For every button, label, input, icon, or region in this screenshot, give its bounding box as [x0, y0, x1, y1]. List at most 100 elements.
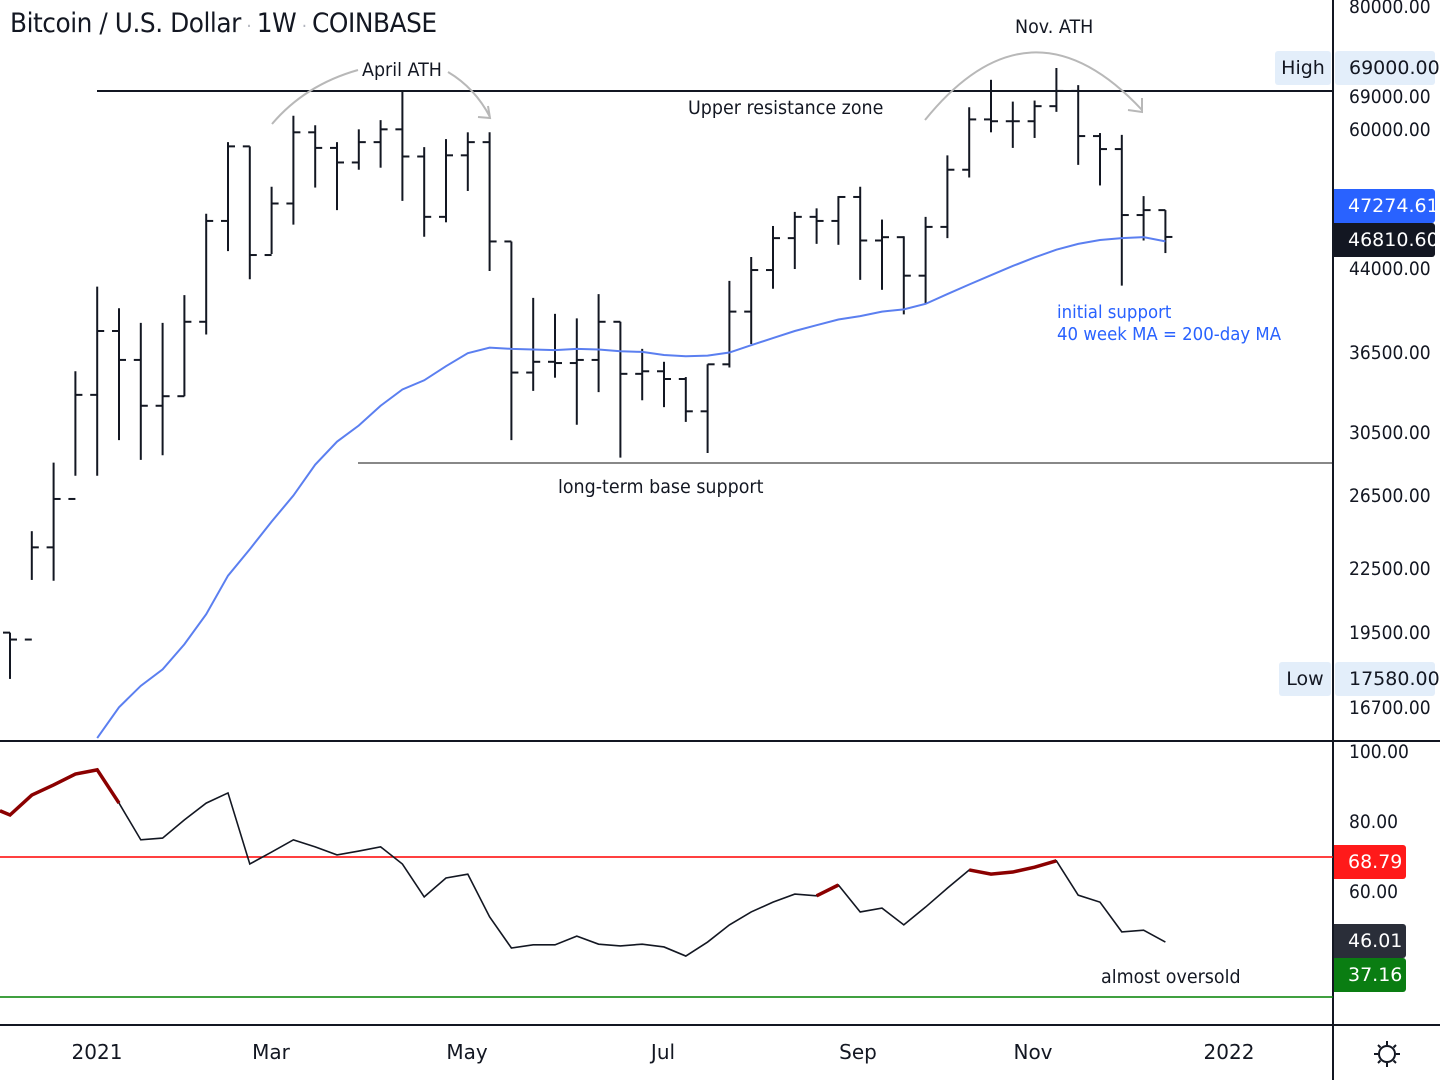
ohlc-bar	[155, 322, 170, 456]
rsi-line	[0, 768, 1166, 957]
ohlc-bar	[896, 236, 911, 315]
rsi-tick: 60.00	[1349, 881, 1398, 903]
high-badge: High	[1275, 51, 1331, 85]
ohlc-bar	[177, 295, 192, 398]
ohlc-bar	[635, 348, 650, 401]
rsi-tick: 80.00	[1349, 811, 1398, 833]
last-price-tag: 47274.61	[1334, 189, 1439, 223]
ohlc-bar	[569, 318, 584, 425]
ohlc-bar	[613, 320, 628, 458]
interval[interactable]: 1W	[256, 8, 297, 39]
ohlc-bar	[1049, 68, 1064, 112]
ohlc-bar	[286, 115, 301, 225]
ohlc-bar	[1005, 101, 1020, 148]
ohlc-bar	[112, 308, 126, 441]
time-label: Mar	[252, 1040, 290, 1064]
nov-ath-label: Nov. ATH	[1015, 16, 1094, 38]
high-value-badge: 69000.00	[1335, 51, 1440, 85]
ohlc-bar	[1093, 133, 1107, 186]
ohlc-bar	[940, 155, 955, 239]
ohlc-bar	[1027, 100, 1042, 138]
ohlc-bar	[417, 147, 432, 237]
ohlc-bar	[330, 142, 344, 211]
ohlc-bar	[766, 225, 780, 289]
rsi-overbought-highlight	[968, 859, 1057, 876]
ohlc-bar	[504, 240, 519, 441]
ma40-line	[96, 236, 1166, 739]
ohlc-bar	[591, 294, 606, 393]
ohlc-bar	[3, 631, 17, 679]
ohlc-bar	[853, 186, 868, 280]
almost-oversold-label: almost oversold	[1101, 966, 1241, 988]
ohlc-bar	[1136, 196, 1151, 241]
ohlc-bar	[46, 462, 61, 581]
ohlc-bar	[24, 531, 39, 641]
price-bars	[3, 68, 1173, 679]
ohlc-bar	[831, 195, 846, 245]
ohlc-bar	[744, 257, 759, 345]
ohlc-bar	[482, 132, 497, 272]
price-tick: 80000.00	[1349, 0, 1431, 18]
symbol-name: Bitcoin / U.S. Dollar	[10, 8, 241, 39]
time-label: 2021	[71, 1040, 123, 1064]
april-ath-arc-left	[271, 69, 359, 125]
price-tick: 44000.00	[1349, 258, 1431, 281]
ohlc-bar	[918, 216, 933, 304]
ohlc-bar	[984, 79, 998, 133]
rsi-tick: 100.00	[1349, 741, 1409, 763]
ohlc-bar	[548, 313, 562, 378]
ohlc-bar	[68, 371, 83, 500]
nov-ath-arc	[924, 51, 1143, 121]
exchange: COINBASE	[312, 8, 437, 39]
rsi-overbought-highlight	[815, 883, 840, 898]
ohlc-bar	[875, 219, 889, 290]
price-tick: 22500.00	[1349, 557, 1431, 580]
resistance-label: Upper resistance zone	[688, 97, 884, 119]
ohlc-bar	[242, 145, 257, 280]
ohlc-bar	[962, 107, 977, 178]
ohlc-bar	[221, 142, 235, 252]
ma-value-tag: 46810.60	[1334, 223, 1439, 257]
price-tick: 26500.00	[1349, 484, 1431, 507]
time-label: Sep	[839, 1040, 877, 1064]
price-tick: 36500.00	[1349, 341, 1431, 364]
ohlc-bar	[657, 361, 671, 408]
time-label: May	[446, 1040, 488, 1064]
price-tick: 16700.00	[1349, 697, 1431, 719]
ohlc-bar	[809, 208, 824, 244]
ohlc-bar	[526, 297, 541, 391]
rsi-current-tag: 46.01	[1334, 924, 1406, 958]
ohlc-bar	[199, 213, 214, 335]
ohlc-bar	[787, 211, 802, 270]
chart-title: Bitcoin / U.S. Dollar · 1W · COINBASE	[10, 8, 437, 39]
ohlc-bar	[1071, 85, 1086, 165]
ohlc-bar	[1158, 209, 1173, 254]
rsi-overbought-highlight	[0, 767, 121, 818]
ohlc-bar	[460, 132, 475, 191]
april-ath-arc-right	[447, 71, 492, 120]
rsi-highlights	[0, 767, 1057, 898]
ohlc-bar	[308, 125, 323, 188]
price-tick: 69000.00	[1349, 86, 1431, 108]
ohlc-bar	[90, 286, 105, 476]
initial-support-label: initial support	[1057, 302, 1172, 323]
ohlc-bar	[351, 129, 366, 170]
ohlc-bar	[264, 186, 279, 257]
time-label: Nov	[1013, 1040, 1053, 1064]
rsi-upper-tag: 68.79	[1334, 845, 1406, 879]
low-value-badge: 17580.00	[1335, 662, 1440, 696]
ohlc-bar	[373, 120, 388, 168]
ohlc-bar	[678, 377, 693, 422]
ohlc-bar	[700, 363, 715, 453]
rsi-lower-tag: 37.16	[1334, 958, 1406, 992]
ohlc-bar	[395, 91, 410, 201]
price-tick: 30500.00	[1349, 421, 1431, 444]
price-tick: 19500.00	[1349, 621, 1431, 644]
ma-equivalence-label: 40 week MA = 200-day MA	[1057, 324, 1282, 345]
april-ath-label: April ATH	[362, 59, 442, 81]
settings-gear-icon[interactable]	[1374, 1041, 1400, 1067]
time-label: 2022	[1203, 1040, 1255, 1064]
time-label: Jul	[650, 1040, 676, 1064]
price-tick: 60000.00	[1349, 119, 1431, 142]
